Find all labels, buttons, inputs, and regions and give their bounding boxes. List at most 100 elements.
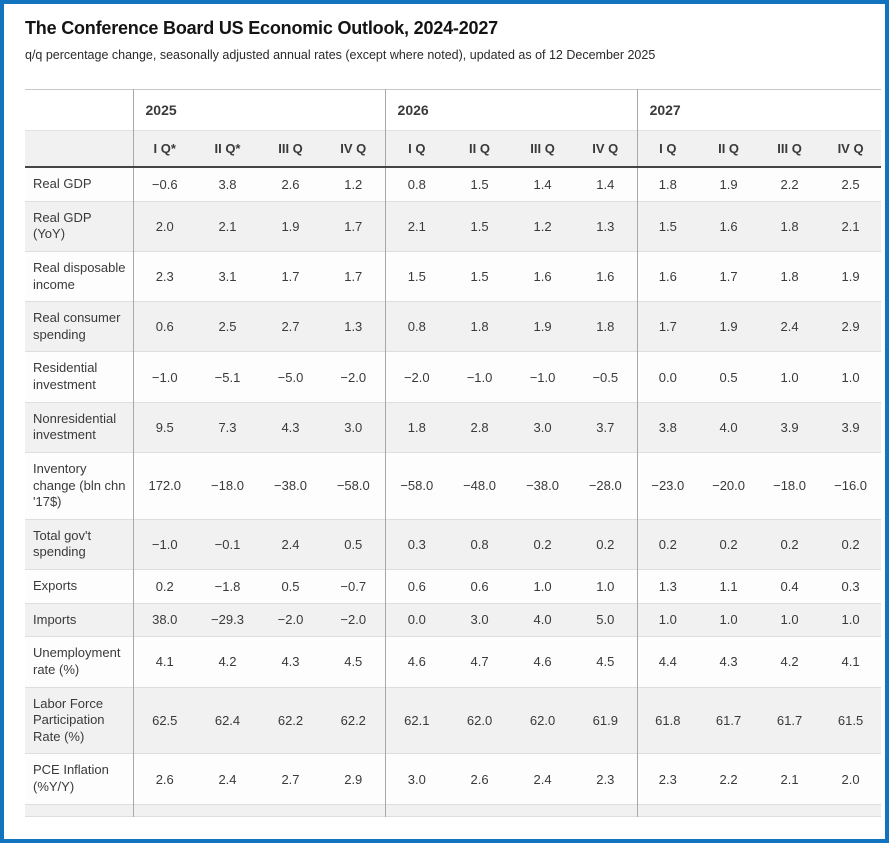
- table-row: Residential investment −1.0 −5.1 −5.0 −2.0 −2…: [25, 351, 882, 403]
- row-label: PCE Inflation (%Y/Y): [33, 762, 109, 794]
- data-cell: 2.4: [281, 536, 300, 552]
- table-row: Labor Force Participation Rate (%) 62.5 62…: [25, 687, 882, 754]
- data-cell: 62.4: [214, 712, 241, 728]
- data-cell: 1.9: [281, 218, 300, 234]
- quarter-header-cell: IV Q: [574, 130, 638, 167]
- data-cell: −58.0: [384, 452, 449, 520]
- data-cell: 61.7: [776, 712, 803, 728]
- data-cell: 1.0: [841, 369, 860, 385]
- data-cell: −1.0: [466, 369, 493, 385]
- data-cell: 1.5: [470, 176, 489, 192]
- data-cell: 2.3: [132, 251, 196, 302]
- data-cell: 3.1: [218, 269, 237, 284]
- data-cell: 1.0: [596, 578, 615, 594]
- data-cell: 1.0: [780, 612, 799, 628]
- data-cell: 4.3: [281, 654, 300, 670]
- data-cell: 1.5: [470, 218, 489, 234]
- data-cell: 1.8: [384, 402, 449, 453]
- data-cell: −1.8: [214, 578, 241, 594]
- data-cell: 4.5: [344, 654, 363, 670]
- data-cell: 4.5: [596, 654, 615, 670]
- data-cell: 0.2: [841, 536, 860, 552]
- data-cell: 61.7: [715, 712, 742, 728]
- data-cell: [196, 804, 259, 816]
- data-cell: 0.3: [384, 519, 449, 570]
- quarter-header-cell: III Q: [259, 130, 322, 167]
- data-cell: 0.8: [470, 536, 489, 552]
- row-label: Real GDP (YoY): [33, 209, 92, 242]
- data-cell: 0.4: [780, 578, 799, 594]
- row-label: Real consumer spending: [33, 310, 121, 342]
- data-cell: −0.7: [340, 578, 367, 594]
- quarter-header-cell: III Q: [759, 130, 821, 167]
- data-cell: 1.5: [636, 201, 699, 252]
- table-row: PCE Inflation (%Y/Y) 2.6 2.4 2.7 2.9 3.0 2.6 2.…: [25, 753, 882, 805]
- data-cell: [448, 804, 511, 816]
- data-cell: 62.2: [277, 712, 304, 728]
- data-cell: 1.3: [344, 319, 363, 335]
- data-cell: −1.0: [529, 369, 556, 385]
- data-cell: 1.7: [719, 269, 738, 284]
- table-row: Imports 38.0 −29.3 −2.0 −2.0 0.0 3.0 4.0 5.0 1.0 1…: [25, 603, 882, 637]
- data-cell: 172.0: [132, 452, 196, 520]
- year-header-cell: 2025: [132, 89, 386, 131]
- data-cell: 3.9: [780, 419, 799, 435]
- row-label: Labor Force Participation Rate (%): [33, 695, 105, 744]
- data-cell: 2.5: [841, 176, 860, 192]
- data-cell: 1.0: [636, 603, 699, 637]
- data-cell: 2.5: [218, 319, 237, 335]
- row-label: Real GDP: [33, 176, 92, 191]
- data-cell: −29.3: [211, 612, 244, 628]
- row-label: Nonresidential investment: [33, 410, 117, 443]
- data-cell: −0.5: [592, 369, 619, 385]
- table-row: Exports 0.2 −1.8 0.5 −0.7 0.6 0.6 1.0 1.0 1.3 1.1 0…: [25, 569, 882, 604]
- data-cell: 4.6: [384, 636, 449, 687]
- data-cell: 5.0: [596, 612, 615, 628]
- data-cell: 0.6: [470, 578, 489, 594]
- data-cell: 1.0: [841, 612, 860, 628]
- data-cell: 0.0: [384, 603, 449, 637]
- data-cell: 1.7: [344, 269, 363, 284]
- data-cell: 4.0: [533, 612, 552, 628]
- data-cell: 0.3: [841, 578, 860, 594]
- quarter-header-cell: II Q: [448, 130, 512, 167]
- data-cell: 2.1: [780, 771, 799, 787]
- data-cell: 4.7: [470, 654, 489, 670]
- data-cell: −28.0: [588, 478, 622, 494]
- data-cell: 61.8: [636, 687, 699, 754]
- data-cell: 62.0: [529, 712, 556, 728]
- table-row: Total gov't spending −1.0 −0.1 2.4 0.5 0.3 0.8…: [25, 519, 882, 570]
- table-row: Nonresidential investment 9.5 7.3 4.3 3.0 1.8…: [25, 402, 882, 453]
- data-cell: 1.1: [719, 578, 738, 594]
- data-cell: 1.8: [636, 167, 699, 202]
- data-cell: 1.8: [596, 319, 615, 335]
- data-cell: −38.0: [274, 478, 307, 494]
- data-cell: 1.8: [780, 218, 799, 234]
- year-header-cell: 2026: [384, 89, 638, 131]
- data-cell: −48.0: [463, 478, 496, 494]
- data-cell: 0.2: [596, 536, 615, 552]
- data-cell: 3.0: [470, 612, 489, 628]
- data-cell: 1.0: [533, 578, 552, 594]
- row-label: Real disposable income: [33, 259, 126, 292]
- data-cell: −1.0: [132, 519, 196, 570]
- data-cell: 4.1: [841, 654, 860, 670]
- data-cell: −0.6: [132, 167, 196, 202]
- cutoff-row: [25, 804, 882, 817]
- data-cell: 2.4: [780, 319, 799, 335]
- data-cell: 2.6: [281, 176, 300, 192]
- data-cell: 2.4: [218, 771, 237, 787]
- data-cell: [132, 804, 196, 817]
- data-cell: 1.4: [596, 176, 615, 192]
- data-cell: 1.2: [344, 176, 363, 192]
- row-label: Unemployment rate (%): [33, 645, 121, 677]
- page-subtitle: q/q percentage change, seasonally adjust…: [25, 48, 656, 62]
- data-cell: 62.5: [132, 687, 196, 754]
- table-row: Inventory change (bln chn '17$) 172.0 −18.…: [25, 452, 882, 520]
- data-cell: 0.5: [719, 369, 738, 385]
- data-cell: 2.1: [384, 201, 449, 252]
- data-cell: 4.3: [281, 419, 300, 435]
- data-cell: 0.2: [533, 536, 552, 552]
